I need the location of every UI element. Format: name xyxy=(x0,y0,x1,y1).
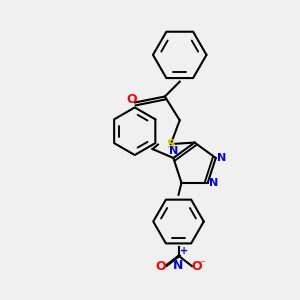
Text: N: N xyxy=(173,259,184,272)
Text: +: + xyxy=(180,246,188,256)
Text: N: N xyxy=(209,178,218,188)
Text: O: O xyxy=(155,260,166,273)
Text: N: N xyxy=(217,153,226,163)
Text: O: O xyxy=(191,260,202,273)
Text: O: O xyxy=(127,93,137,106)
Text: S: S xyxy=(166,138,175,151)
Text: ⁻: ⁻ xyxy=(199,260,205,270)
Text: N: N xyxy=(169,146,178,157)
